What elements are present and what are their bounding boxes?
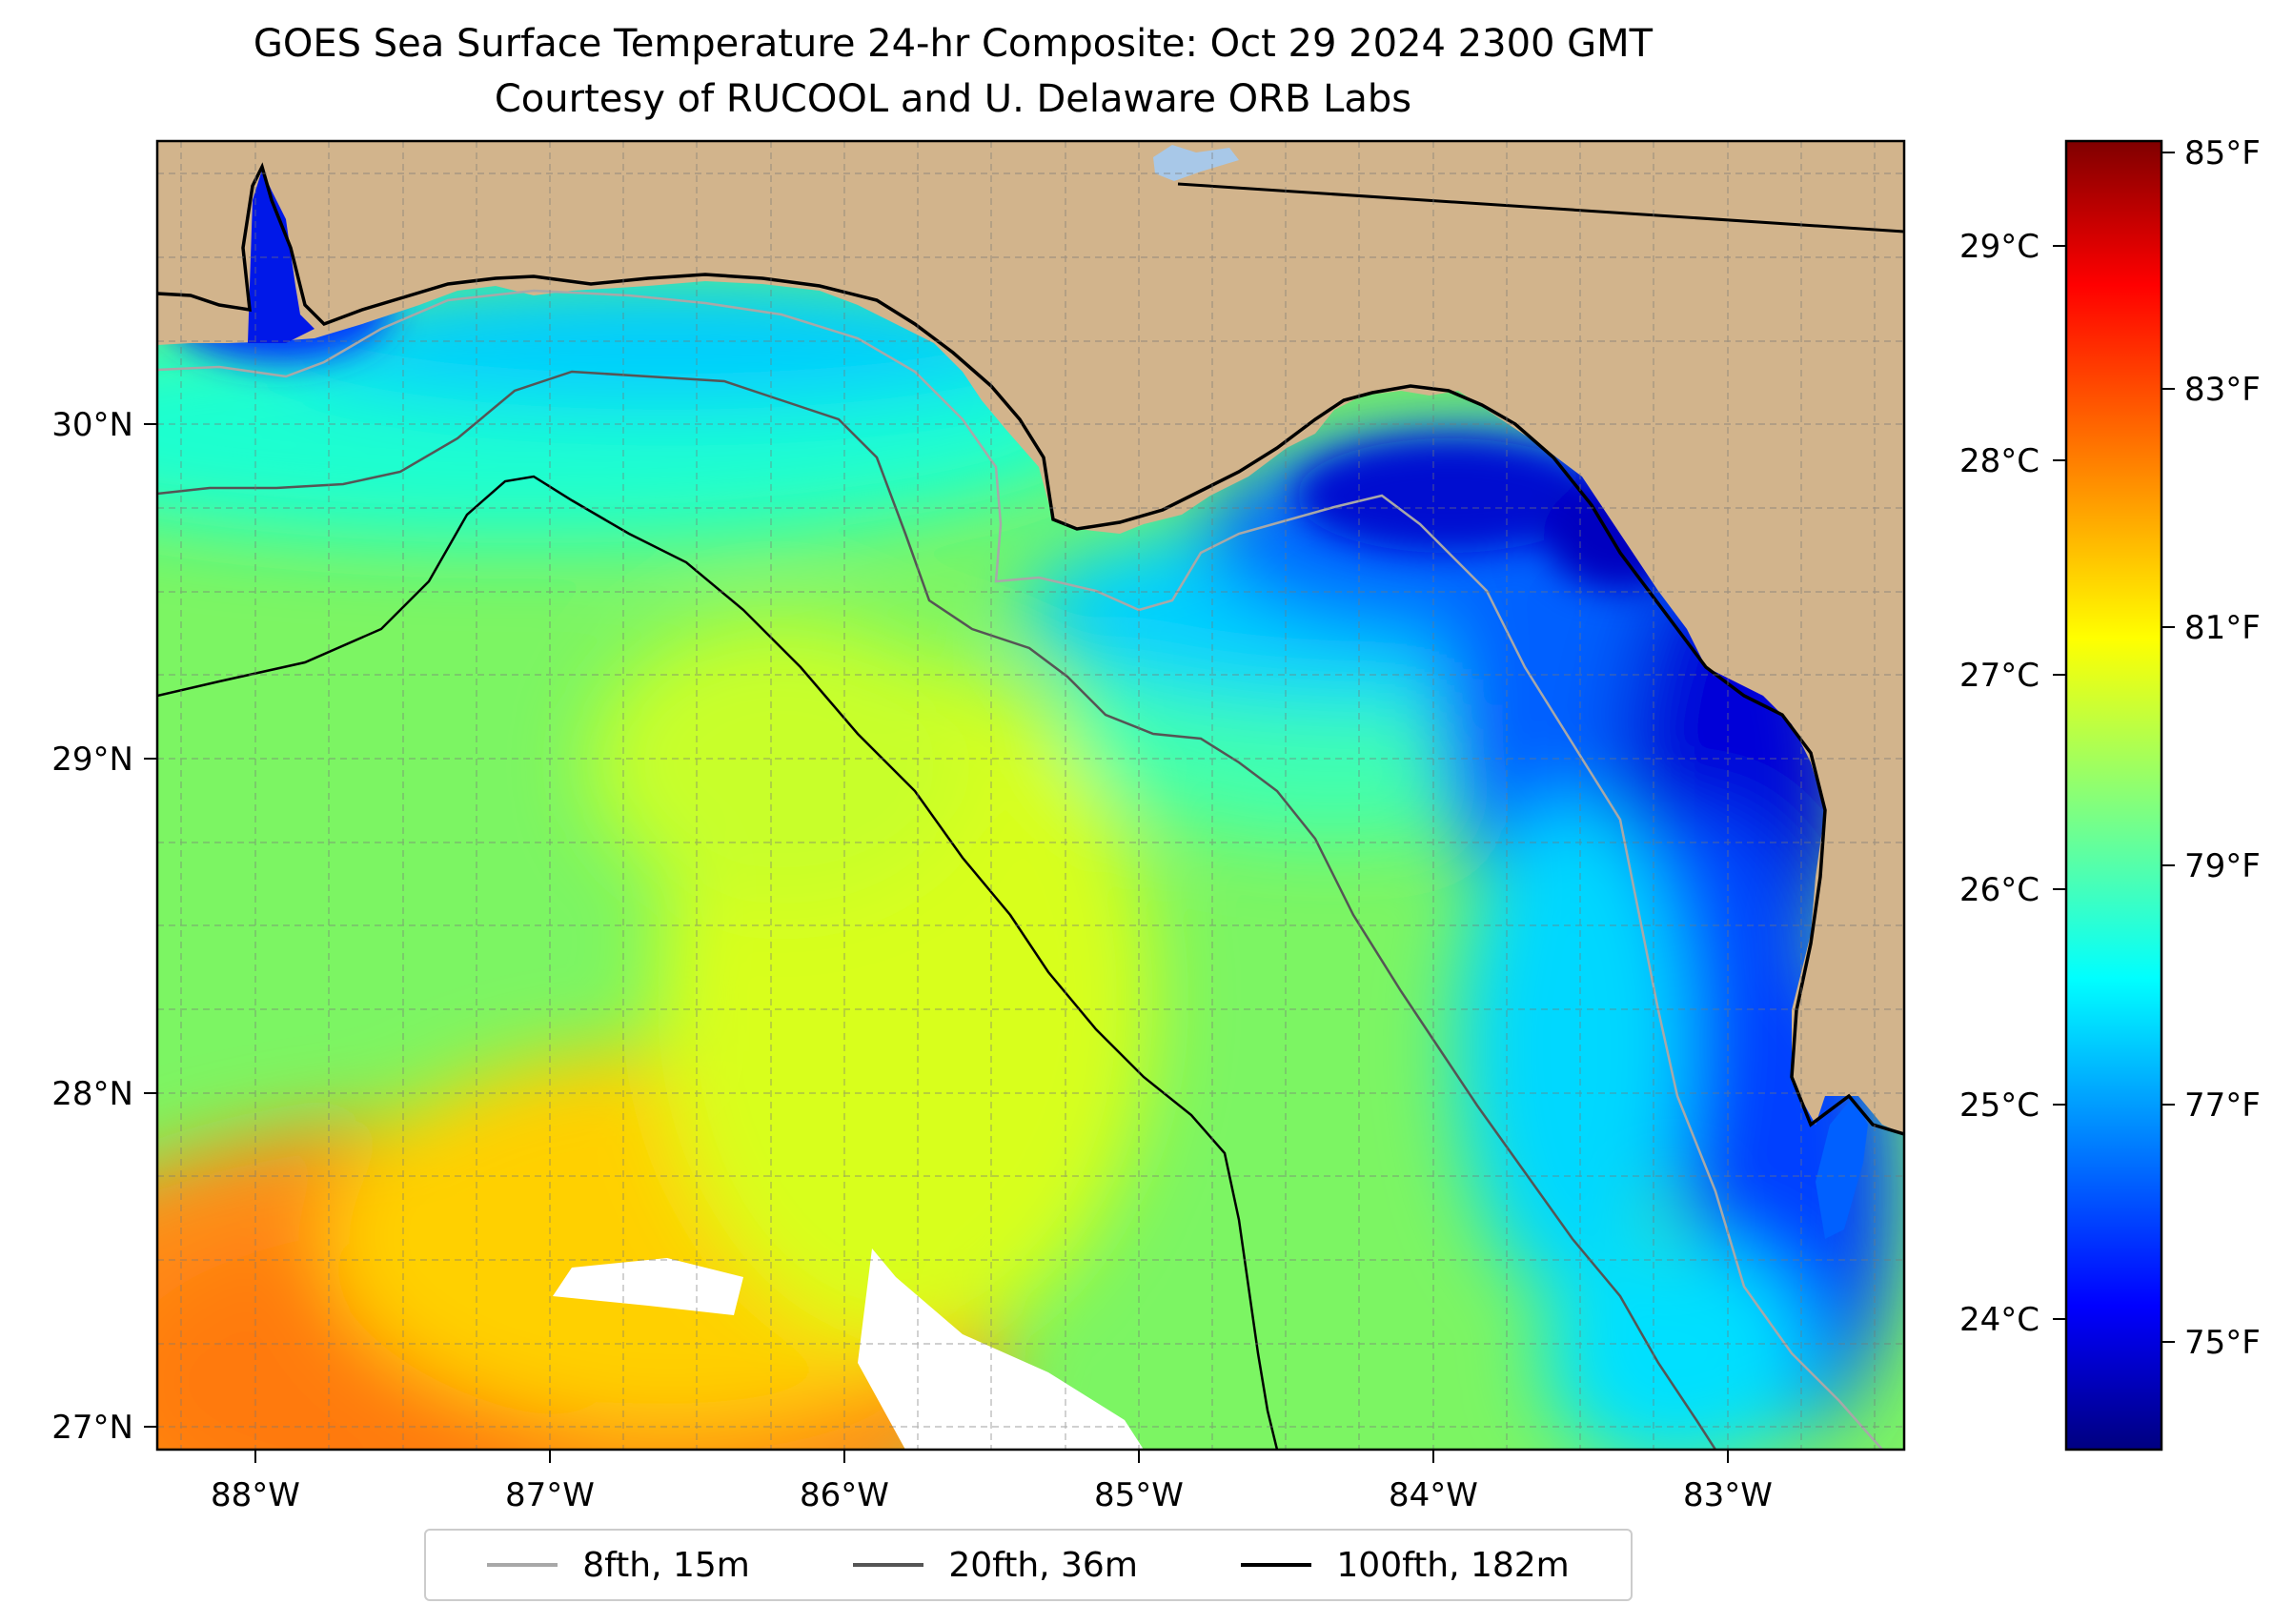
- celsius-tick-label: 27°C: [1959, 657, 2039, 695]
- celsius-tick-label: 28°C: [1959, 442, 2039, 480]
- legend-item-20fth: 20fth, 36m: [853, 1546, 1138, 1585]
- legend-swatch: [487, 1563, 558, 1567]
- fahrenheit-tick-label: 79°F: [2184, 847, 2261, 885]
- lon-tick-label: 87°W: [505, 1476, 595, 1514]
- fahrenheit-tick-label: 81°F: [2184, 609, 2261, 647]
- legend-swatch: [1241, 1563, 1312, 1567]
- map-gridlines: [157, 141, 1904, 1450]
- celsius-tick-label: 29°C: [1959, 228, 2039, 266]
- isobath-8fth: [157, 289, 1883, 1450]
- lat-tick-label: 27°N: [51, 1409, 133, 1447]
- axis-ticks: [144, 423, 1729, 1463]
- land-area: [157, 141, 1904, 1134]
- celsius-tick-label: 25°C: [1959, 1086, 2039, 1125]
- colorbar-ticks: [2053, 152, 2175, 1343]
- lon-tick-label: 86°W: [800, 1476, 889, 1514]
- lon-tick-label: 88°W: [211, 1476, 300, 1514]
- isobath-20fth: [157, 370, 1717, 1450]
- celsius-tick-label: 26°C: [1959, 871, 2039, 909]
- mobile-bay: [248, 170, 315, 343]
- fahrenheit-tick-label: 77°F: [2184, 1086, 2261, 1125]
- lat-tick-label: 28°N: [51, 1075, 133, 1113]
- map-subtitle: Courtesy of RUCOOL and U. Delaware ORB L…: [494, 77, 1412, 121]
- legend-item-100fth: 100fth, 182m: [1241, 1545, 1570, 1585]
- lon-tick-label: 85°W: [1094, 1476, 1184, 1514]
- map-frame: [155, 139, 1906, 1451]
- state-border: [1177, 182, 1904, 233]
- legend-swatch: [853, 1563, 924, 1567]
- colorbar: [2064, 139, 2163, 1451]
- fahrenheit-tick-label: 75°F: [2184, 1324, 2261, 1362]
- no-data-area: [858, 1248, 1144, 1450]
- legend-label: 8fth, 15m: [582, 1545, 750, 1585]
- lake: [1153, 145, 1239, 181]
- fahrenheit-tick-label: 83°F: [2184, 371, 2261, 409]
- lat-tick-label: 29°N: [51, 741, 133, 779]
- tampa-bay: [1816, 1096, 1868, 1239]
- isobath-100fth: [157, 475, 1279, 1450]
- coastline: [157, 162, 1904, 1136]
- map-title: GOES Sea Surface Temperature 24-hr Compo…: [253, 22, 1654, 66]
- map-plot-area: [157, 141, 1904, 1450]
- legend-label: 20fth, 36m: [948, 1545, 1138, 1585]
- no-data-area: [553, 1258, 743, 1315]
- legend-label: 100fth, 182m: [1336, 1545, 1570, 1585]
- lon-tick-label: 83°W: [1683, 1476, 1773, 1514]
- lat-tick-label: 30°N: [51, 406, 133, 444]
- fahrenheit-tick-label: 85°F: [2184, 134, 2261, 173]
- legend-item-8fth: 8fth, 15m: [487, 1546, 750, 1585]
- isobath-legend: 8fth, 15m 20fth, 36m 100fth, 182m: [424, 1529, 1633, 1601]
- lon-tick-label: 84°W: [1389, 1476, 1478, 1514]
- celsius-tick-label: 24°C: [1959, 1301, 2039, 1339]
